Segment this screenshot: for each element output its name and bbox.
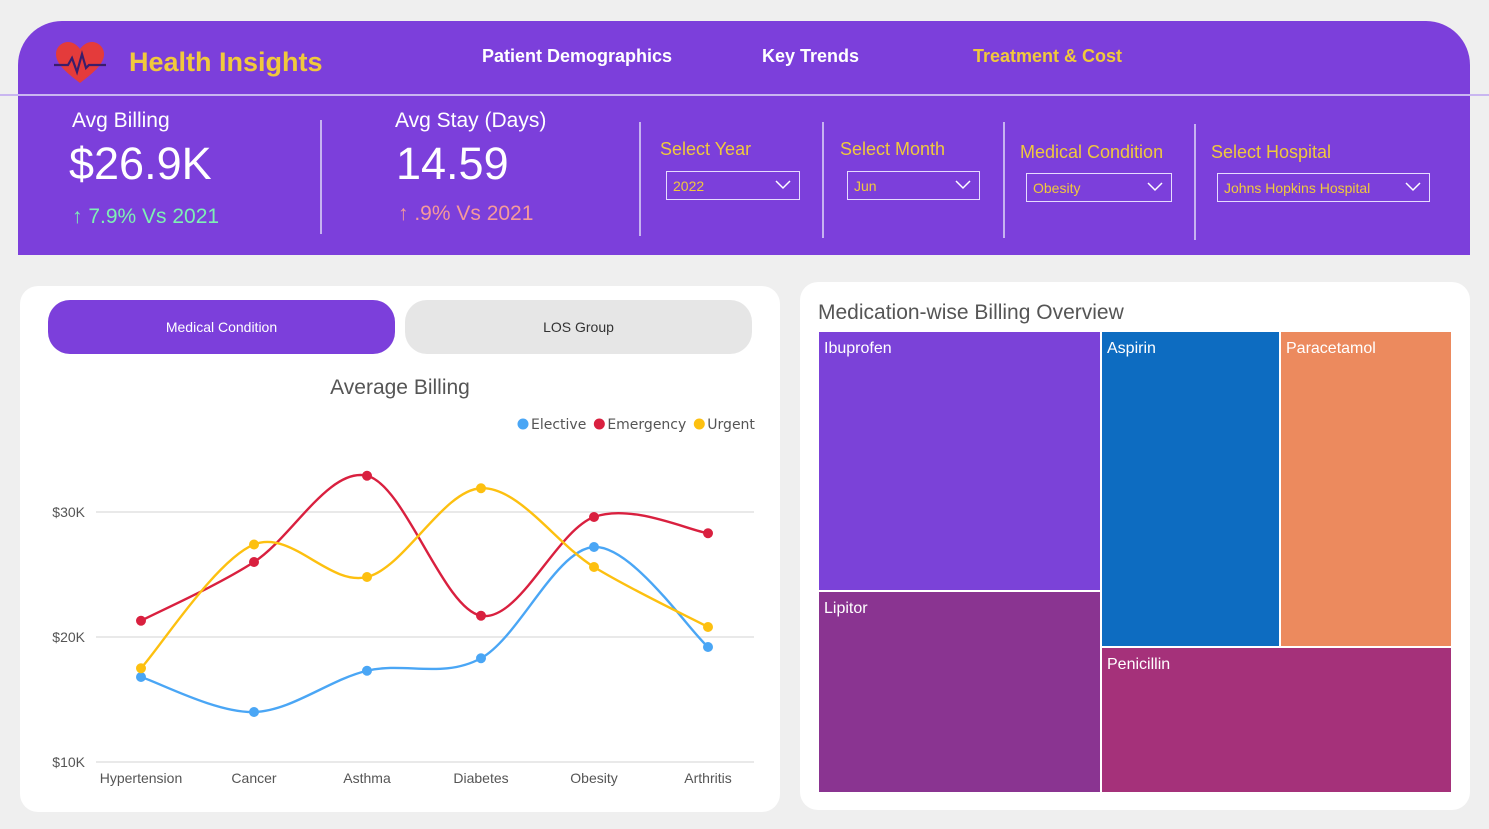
nav-key-trends[interactable]: Key Trends [762,46,860,66]
kpi-avg-stay-value: 14.59 [396,138,509,189]
divider [639,122,641,236]
x-tick-label: Asthma [343,770,391,786]
data-point-elective [703,642,713,652]
y-tick-label: $20K [52,629,85,645]
y-tick-label: $10K [52,754,85,770]
data-point-emergency [589,512,599,522]
month-select[interactable]: Jun [847,171,980,200]
data-point-elective [136,672,146,682]
kpi-avg-billing-delta: ↑ 7.9% Vs 2021 [72,205,220,228]
data-point-urgent [476,483,486,494]
hospital-select[interactable]: Johns Hopkins Hospital [1217,173,1430,202]
data-point-elective [589,542,599,552]
app-title: Health Insights [129,47,323,77]
data-point-urgent [362,572,372,582]
x-tick-label: Diabetes [453,770,508,786]
kpi-avg-billing-label: Avg Billing [72,109,170,132]
chevron-down-icon [1147,182,1163,192]
x-tick-label: Cancer [231,770,276,786]
nav-patient-demographics[interactable]: Patient Demographics [482,46,673,66]
filter-month-label: Select Month [840,139,946,159]
month-select-value: Jun [854,178,877,194]
data-point-urgent [589,562,599,572]
x-tick-label: Hypertension [100,770,183,786]
year-select[interactable]: 2022 [666,171,800,200]
data-point-emergency [136,615,146,626]
kpi-avg-billing-value: $26.9K [69,138,212,189]
legend-marker-elective [517,418,529,430]
treemap-cell-aspirin[interactable]: Aspirin [1101,331,1280,647]
kpi-avg-stay-label: Avg Stay (Days) [395,109,547,132]
filter-hospital-label: Select Hospital [1211,142,1332,162]
legend-marker-emergency [593,418,605,430]
chevron-down-icon [955,180,971,190]
legend-label-elective: Elective [531,417,586,433]
data-point-elective [249,707,259,717]
data-point-urgent [249,539,259,550]
condition-select-value: Obesity [1033,180,1081,196]
data-point-elective [362,665,372,676]
treemap-cell-paracetamol[interactable]: Paracetamol [1280,331,1452,647]
chart-title: Average Billing [330,376,470,399]
data-point-emergency [249,557,259,567]
medication-treemap: Ibuprofen Lipitor Aspirin Paracetamol Pe… [818,331,1452,793]
x-tick-label: Arthritis [684,770,731,786]
header-banner: Health Insights Patient Demographics Key… [18,21,1470,255]
filter-year-label: Select Year [660,139,752,159]
average-billing-chart: $10K $20K $30K Hypertension Cancer Asthma Diab… [52,417,755,786]
year-select-value: 2022 [673,178,705,194]
series-line-elective [140,545,709,714]
x-tick-label: Obesity [570,770,617,786]
divider [822,122,824,238]
kpi-avg-stay-delta: ↑ .9% Vs 2021 [398,202,534,225]
data-point-urgent [136,663,146,674]
chevron-down-icon [775,180,791,190]
hospital-select-value: Johns Hopkins Hospital [1224,180,1371,196]
series-line-urgent [140,487,709,670]
y-tick-label: $30K [52,504,85,520]
legend-label-urgent: Urgent [707,417,755,433]
filter-condition-label: Medical Condition [1020,142,1164,162]
toggle-medical-condition[interactable]: Medical Condition [48,300,395,354]
data-point-emergency [362,470,372,481]
toggle-los-group[interactable]: LOS Group [405,300,752,354]
divider [1194,124,1196,240]
series-line-emergency [140,473,709,622]
treemap-title: Medication-wise Billing Overview [818,301,1124,324]
condition-select[interactable]: Obesity [1026,173,1172,202]
legend-label-emergency: Emergency [607,417,686,433]
header-separator [0,94,1489,96]
treemap-cell-lipitor[interactable]: Lipitor [818,591,1101,793]
data-point-urgent [703,622,713,632]
nav-treatment-cost[interactable]: Treatment & Cost [973,46,1123,66]
data-point-emergency [476,610,486,621]
chevron-down-icon [1405,182,1421,192]
data-point-elective [476,653,486,664]
average-billing-card: Medical Condition LOS Group Average Bill… [20,286,780,812]
legend-marker-urgent [693,418,705,430]
treemap-cell-ibuprofen[interactable]: Ibuprofen [818,331,1101,591]
treemap-cell-penicillin[interactable]: Penicillin [1101,647,1452,793]
divider [1003,122,1005,238]
heart-pulse-icon [54,42,106,83]
divider [320,120,322,234]
data-point-emergency [703,528,713,539]
